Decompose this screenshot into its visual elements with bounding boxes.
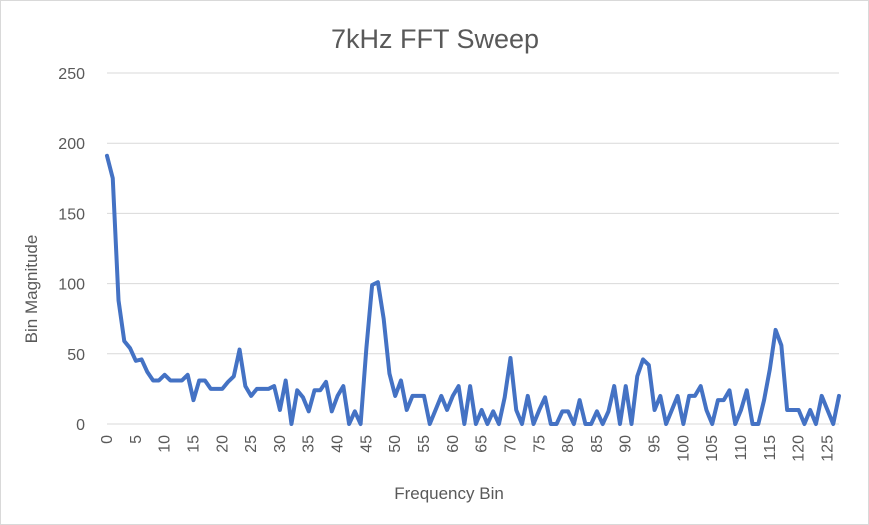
x-tick-label: 55 xyxy=(416,435,433,453)
x-tick-label: 60 xyxy=(445,435,462,453)
x-tick-label: 100 xyxy=(675,435,692,462)
x-tick-label: 20 xyxy=(214,435,231,453)
x-tick-label: 90 xyxy=(618,435,635,453)
x-tick-label: 35 xyxy=(301,435,318,453)
y-tick-label: 200 xyxy=(58,136,85,153)
x-tick-label: 15 xyxy=(185,435,202,453)
x-tick-label: 40 xyxy=(330,435,347,453)
x-tick-label: 70 xyxy=(502,435,519,453)
x-tick-label: 105 xyxy=(704,435,721,462)
y-tick-label: 150 xyxy=(58,206,85,223)
chart-title: 7kHz FFT Sweep xyxy=(331,24,539,54)
x-tick-label: 80 xyxy=(560,435,577,453)
y-tick-label: 250 xyxy=(58,66,85,83)
y-tick-label: 100 xyxy=(58,277,85,294)
series-line xyxy=(105,153,841,426)
x-tick-label: 30 xyxy=(272,435,289,453)
x-tick-label: 5 xyxy=(128,435,145,444)
x-tick-label: 10 xyxy=(157,435,174,453)
y-tick-label: 0 xyxy=(76,417,85,434)
y-tick-label: 50 xyxy=(67,347,85,364)
y-axis-label: Bin Magnitude xyxy=(22,235,41,344)
x-tick-label: 125 xyxy=(819,435,836,462)
x-tick-label: 110 xyxy=(733,435,750,461)
x-axis-ticks: 0 5 10 15 20 25 30 35 40 45 50 55 60 65 70 75 80 85 90 95 10… xyxy=(99,435,836,462)
x-tick-label: 75 xyxy=(531,435,548,453)
x-tick-label: 25 xyxy=(243,435,260,453)
y-axis-ticks: 0 50 100 150 200 250 xyxy=(58,66,85,434)
x-tick-label: 45 xyxy=(358,435,375,453)
x-tick-label: 120 xyxy=(791,435,808,462)
x-tick-label: 65 xyxy=(474,435,491,453)
x-tick-label: 115 xyxy=(762,435,779,461)
x-tick-label: 95 xyxy=(647,435,664,453)
x-tick-label: 0 xyxy=(99,435,116,444)
grid-lines xyxy=(107,72,839,425)
x-tick-label: 50 xyxy=(387,435,404,453)
x-axis-label: Frequency Bin xyxy=(394,484,504,503)
x-tick-label: 85 xyxy=(589,435,606,453)
